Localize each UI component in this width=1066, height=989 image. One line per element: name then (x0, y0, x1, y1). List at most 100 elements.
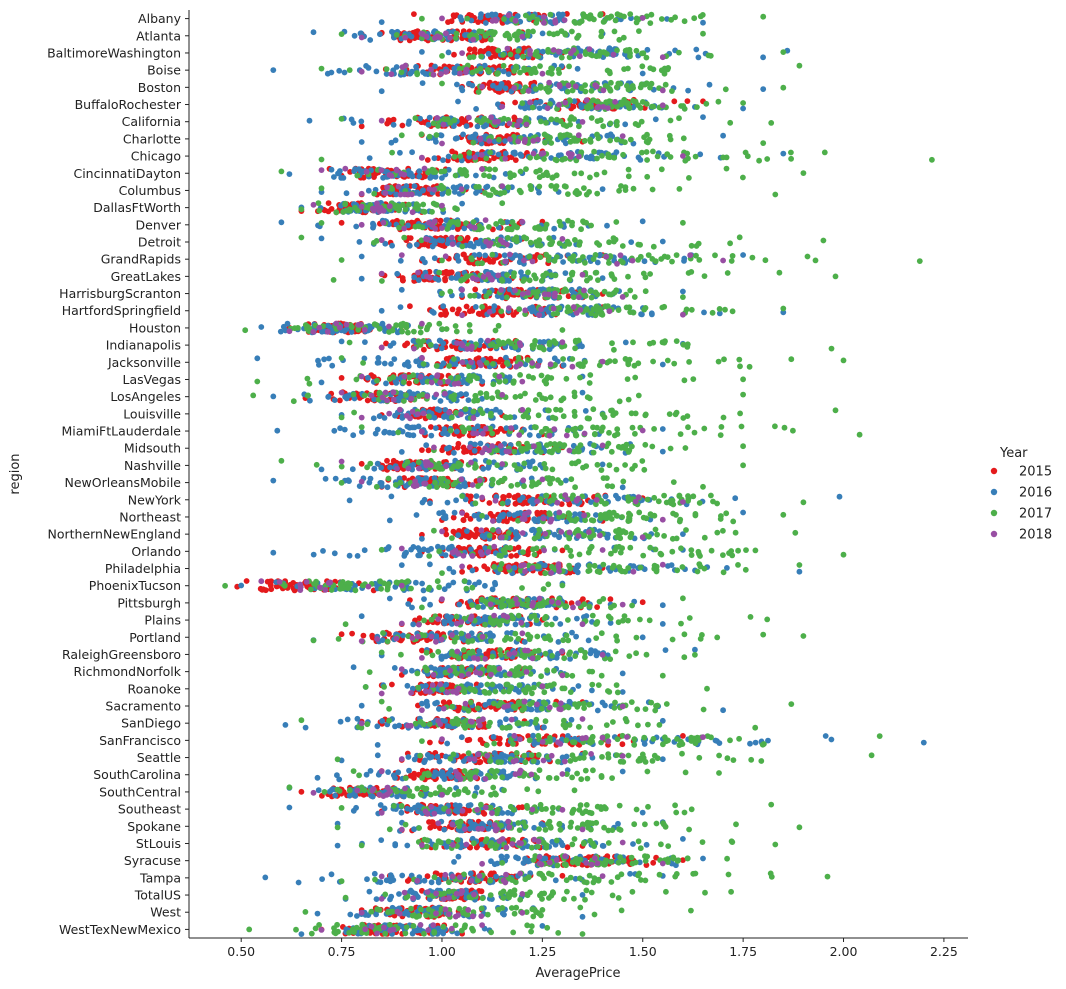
y-tick-label: LasVegas (122, 372, 181, 387)
data-point-2017 (350, 391, 357, 398)
data-point-2017 (436, 320, 443, 327)
data-point-2017 (740, 376, 746, 383)
data-point-2017 (483, 394, 490, 400)
data-point-2017 (459, 243, 466, 250)
data-point-2017 (536, 237, 543, 244)
data-point-2017 (571, 18, 578, 25)
data-point-2016 (485, 464, 492, 471)
data-point-2016 (437, 132, 444, 139)
data-point-2017 (470, 373, 477, 379)
data-point-2017 (718, 424, 725, 430)
y-tick-label: SouthCarolina (93, 767, 181, 782)
data-point-2017 (489, 430, 496, 437)
data-point-2018 (720, 257, 726, 264)
data-point-2018 (603, 253, 609, 260)
data-point-2018 (378, 344, 385, 351)
data-point-2016 (358, 139, 365, 145)
data-point-2018 (401, 171, 408, 178)
data-point-2016 (391, 356, 398, 362)
data-point-2017 (517, 168, 524, 175)
data-point-2017 (349, 324, 355, 330)
data-point-2017 (690, 376, 697, 382)
data-point-2016 (500, 68, 507, 75)
data-point-2018 (424, 273, 430, 280)
data-point-2017 (454, 206, 460, 213)
y-tick-label: NewYork (128, 492, 182, 507)
data-point-2017 (479, 304, 485, 310)
data-point-2016 (602, 493, 609, 500)
data-point-2017 (673, 252, 680, 258)
data-point-2015 (338, 219, 345, 226)
data-point-2016 (393, 191, 399, 198)
data-point-2017 (555, 66, 562, 73)
data-point-2016 (358, 253, 365, 260)
data-point-2017 (536, 174, 543, 181)
data-point-2017 (618, 99, 625, 106)
data-point-2017 (459, 493, 465, 499)
data-point-2017 (673, 338, 680, 344)
data-point-2018 (434, 372, 441, 379)
data-point-2016 (740, 252, 746, 258)
data-point-2018 (511, 85, 518, 91)
data-point-2018 (431, 218, 438, 225)
data-point-2017 (682, 445, 689, 451)
data-point-2017 (630, 85, 636, 91)
data-point-2017 (647, 271, 653, 277)
data-point-2017 (594, 98, 601, 105)
data-point-2018 (502, 155, 509, 162)
data-point-2017 (666, 132, 673, 139)
data-point-2017 (466, 149, 473, 156)
data-point-2017 (686, 175, 692, 181)
data-point-2017 (832, 407, 839, 414)
data-point-2018 (486, 447, 492, 454)
data-point-2017 (452, 172, 459, 179)
data-point-2017 (403, 392, 409, 398)
data-point-2017 (467, 328, 473, 335)
data-point-2017 (562, 286, 568, 293)
data-point-2017 (546, 30, 553, 37)
data-point-2016 (519, 494, 526, 501)
data-point-2018 (411, 345, 417, 352)
data-point-2017 (622, 184, 629, 191)
data-point-2017 (630, 98, 636, 104)
data-point-2017 (564, 427, 571, 434)
data-point-2017 (513, 63, 519, 70)
data-point-2017 (538, 429, 545, 435)
data-point-2016 (432, 275, 439, 282)
data-point-2015 (506, 492, 512, 499)
data-point-2018 (541, 19, 547, 26)
data-point-2016 (409, 173, 416, 180)
data-point-2017 (514, 481, 521, 488)
data-point-2017 (696, 257, 703, 263)
data-point-2017 (701, 273, 708, 279)
data-point-2017 (680, 135, 687, 142)
data-point-2017 (576, 242, 583, 248)
data-point-2017 (449, 465, 455, 472)
data-point-2018 (570, 304, 577, 310)
data-point-2016 (383, 71, 390, 77)
data-point-2017 (542, 465, 549, 472)
data-point-2016 (489, 11, 495, 18)
data-point-2017 (632, 462, 638, 469)
data-point-2017 (540, 272, 547, 279)
data-point-2017 (601, 169, 608, 176)
data-point-2016 (377, 31, 383, 38)
data-point-2016 (451, 189, 458, 195)
data-point-2017 (510, 273, 517, 280)
data-point-2015 (419, 447, 425, 453)
data-point-2018 (505, 12, 512, 19)
data-point-2018 (482, 217, 489, 224)
data-point-2018 (431, 186, 438, 193)
data-point-2017 (417, 329, 424, 336)
data-point-2016 (469, 133, 476, 140)
data-point-2018 (338, 389, 345, 396)
data-point-2016 (440, 360, 447, 367)
data-point-2017 (729, 308, 736, 315)
data-point-2015 (512, 500, 519, 507)
data-point-2018 (576, 294, 582, 301)
data-point-2017 (351, 409, 357, 416)
data-point-2018 (540, 14, 547, 20)
data-point-2017 (474, 397, 481, 404)
data-point-2016 (451, 65, 458, 72)
